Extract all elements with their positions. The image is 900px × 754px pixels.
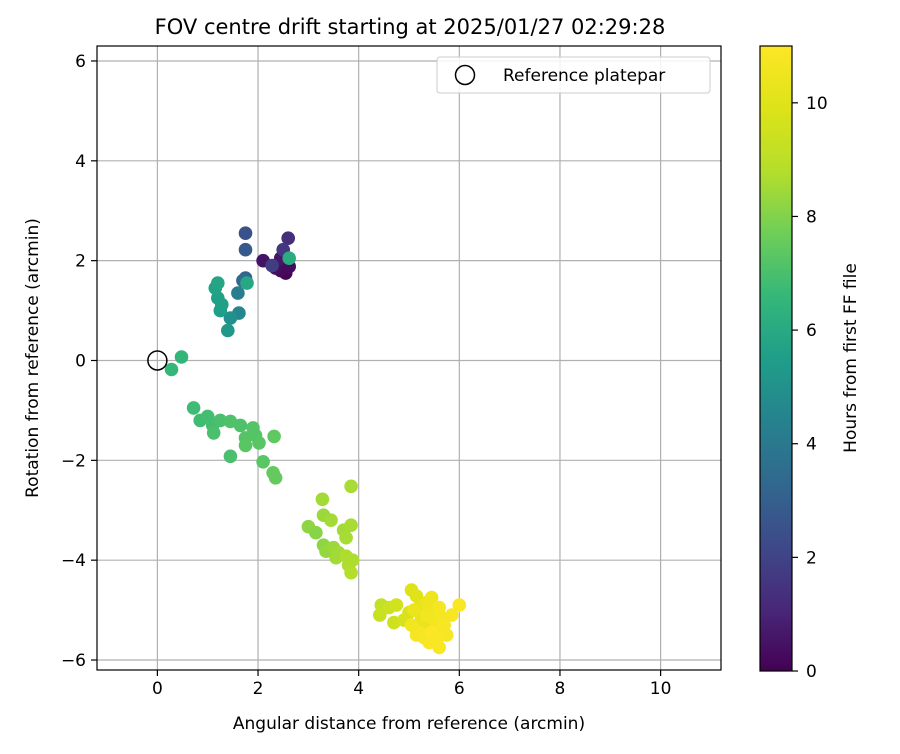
data-point xyxy=(373,608,387,622)
data-point xyxy=(223,449,238,464)
legend-box xyxy=(436,56,711,94)
data-point xyxy=(238,438,253,453)
data-point xyxy=(344,518,358,532)
y-tick-label: 0 xyxy=(75,351,86,371)
x-tick-label: 8 xyxy=(555,679,566,699)
x-tick-label: 6 xyxy=(454,679,465,699)
data-point xyxy=(213,413,228,428)
data-point xyxy=(324,513,338,527)
data-point xyxy=(424,590,439,605)
data-point xyxy=(339,549,353,563)
data-point xyxy=(282,251,297,265)
data-point xyxy=(238,242,253,257)
legend: Reference platepar xyxy=(436,56,711,94)
grid xyxy=(97,46,721,670)
data-point xyxy=(267,429,281,444)
x-tick-label: 10 xyxy=(650,679,672,699)
x-tick-label: 0 xyxy=(152,679,163,699)
data-point xyxy=(309,525,323,540)
data-point xyxy=(404,618,419,632)
colorbar-tick-label: 6 xyxy=(806,321,817,341)
data-point xyxy=(452,598,467,612)
data-point xyxy=(344,479,358,494)
data-point xyxy=(281,231,296,245)
data-point xyxy=(407,603,421,617)
y-tick-label: −2 xyxy=(61,451,86,471)
reference-platepar-marker xyxy=(147,350,168,371)
data-point xyxy=(238,226,253,240)
data-points xyxy=(164,226,467,655)
colorbar xyxy=(759,45,793,672)
data-point xyxy=(419,608,434,622)
data-point xyxy=(240,276,254,290)
colorbar-tick-label: 4 xyxy=(806,435,817,455)
data-point xyxy=(256,455,270,469)
data-point xyxy=(389,598,404,612)
y-axis: 6 4 2 0 −2 −4 −6 xyxy=(61,52,97,671)
data-point xyxy=(315,492,330,507)
data-point xyxy=(164,362,179,377)
data-point xyxy=(339,530,353,545)
data-point xyxy=(221,323,235,338)
data-point xyxy=(206,426,221,440)
colorbar-label: Hours from first FF file xyxy=(841,263,861,453)
colorbar-tick-label: 2 xyxy=(806,548,817,568)
x-axis-label: Angular distance from reference (arcmin) xyxy=(233,714,585,734)
data-point xyxy=(223,311,238,325)
x-tick-label: 2 xyxy=(253,679,264,699)
colorbar-tick-label: 8 xyxy=(806,207,817,227)
data-point xyxy=(174,350,189,364)
data-point xyxy=(409,589,424,603)
x-tick-label: 4 xyxy=(353,679,364,699)
data-point xyxy=(329,550,343,565)
x-axis: 0 2 4 6 8 10 xyxy=(152,670,671,699)
y-tick-label: −4 xyxy=(61,551,86,571)
colorbar-tick-label: 0 xyxy=(806,662,817,682)
y-axis-label: Rotation from reference (arcmin) xyxy=(23,218,43,498)
data-point xyxy=(429,633,444,647)
data-point xyxy=(268,471,283,485)
chart-title: FOV centre drift starting at 2025/01/27 … xyxy=(155,15,666,39)
data-point xyxy=(344,565,358,580)
data-point xyxy=(252,436,266,450)
y-tick-label: −6 xyxy=(61,651,86,671)
data-point xyxy=(231,286,245,300)
legend-label: Reference platepar xyxy=(503,66,665,86)
y-tick-label: 2 xyxy=(75,252,86,272)
y-tick-label: 4 xyxy=(75,152,86,172)
data-point xyxy=(233,418,248,433)
data-point xyxy=(211,276,225,290)
legend-marker xyxy=(454,64,476,86)
colorbar-tick-label: 10 xyxy=(806,94,828,114)
data-point xyxy=(445,608,459,622)
data-point xyxy=(186,401,201,415)
data-point xyxy=(265,258,279,273)
y-tick-label: 6 xyxy=(75,52,86,72)
colorbar-ticks: 0 2 4 6 8 10 xyxy=(792,94,828,682)
plot-frame xyxy=(96,45,722,671)
